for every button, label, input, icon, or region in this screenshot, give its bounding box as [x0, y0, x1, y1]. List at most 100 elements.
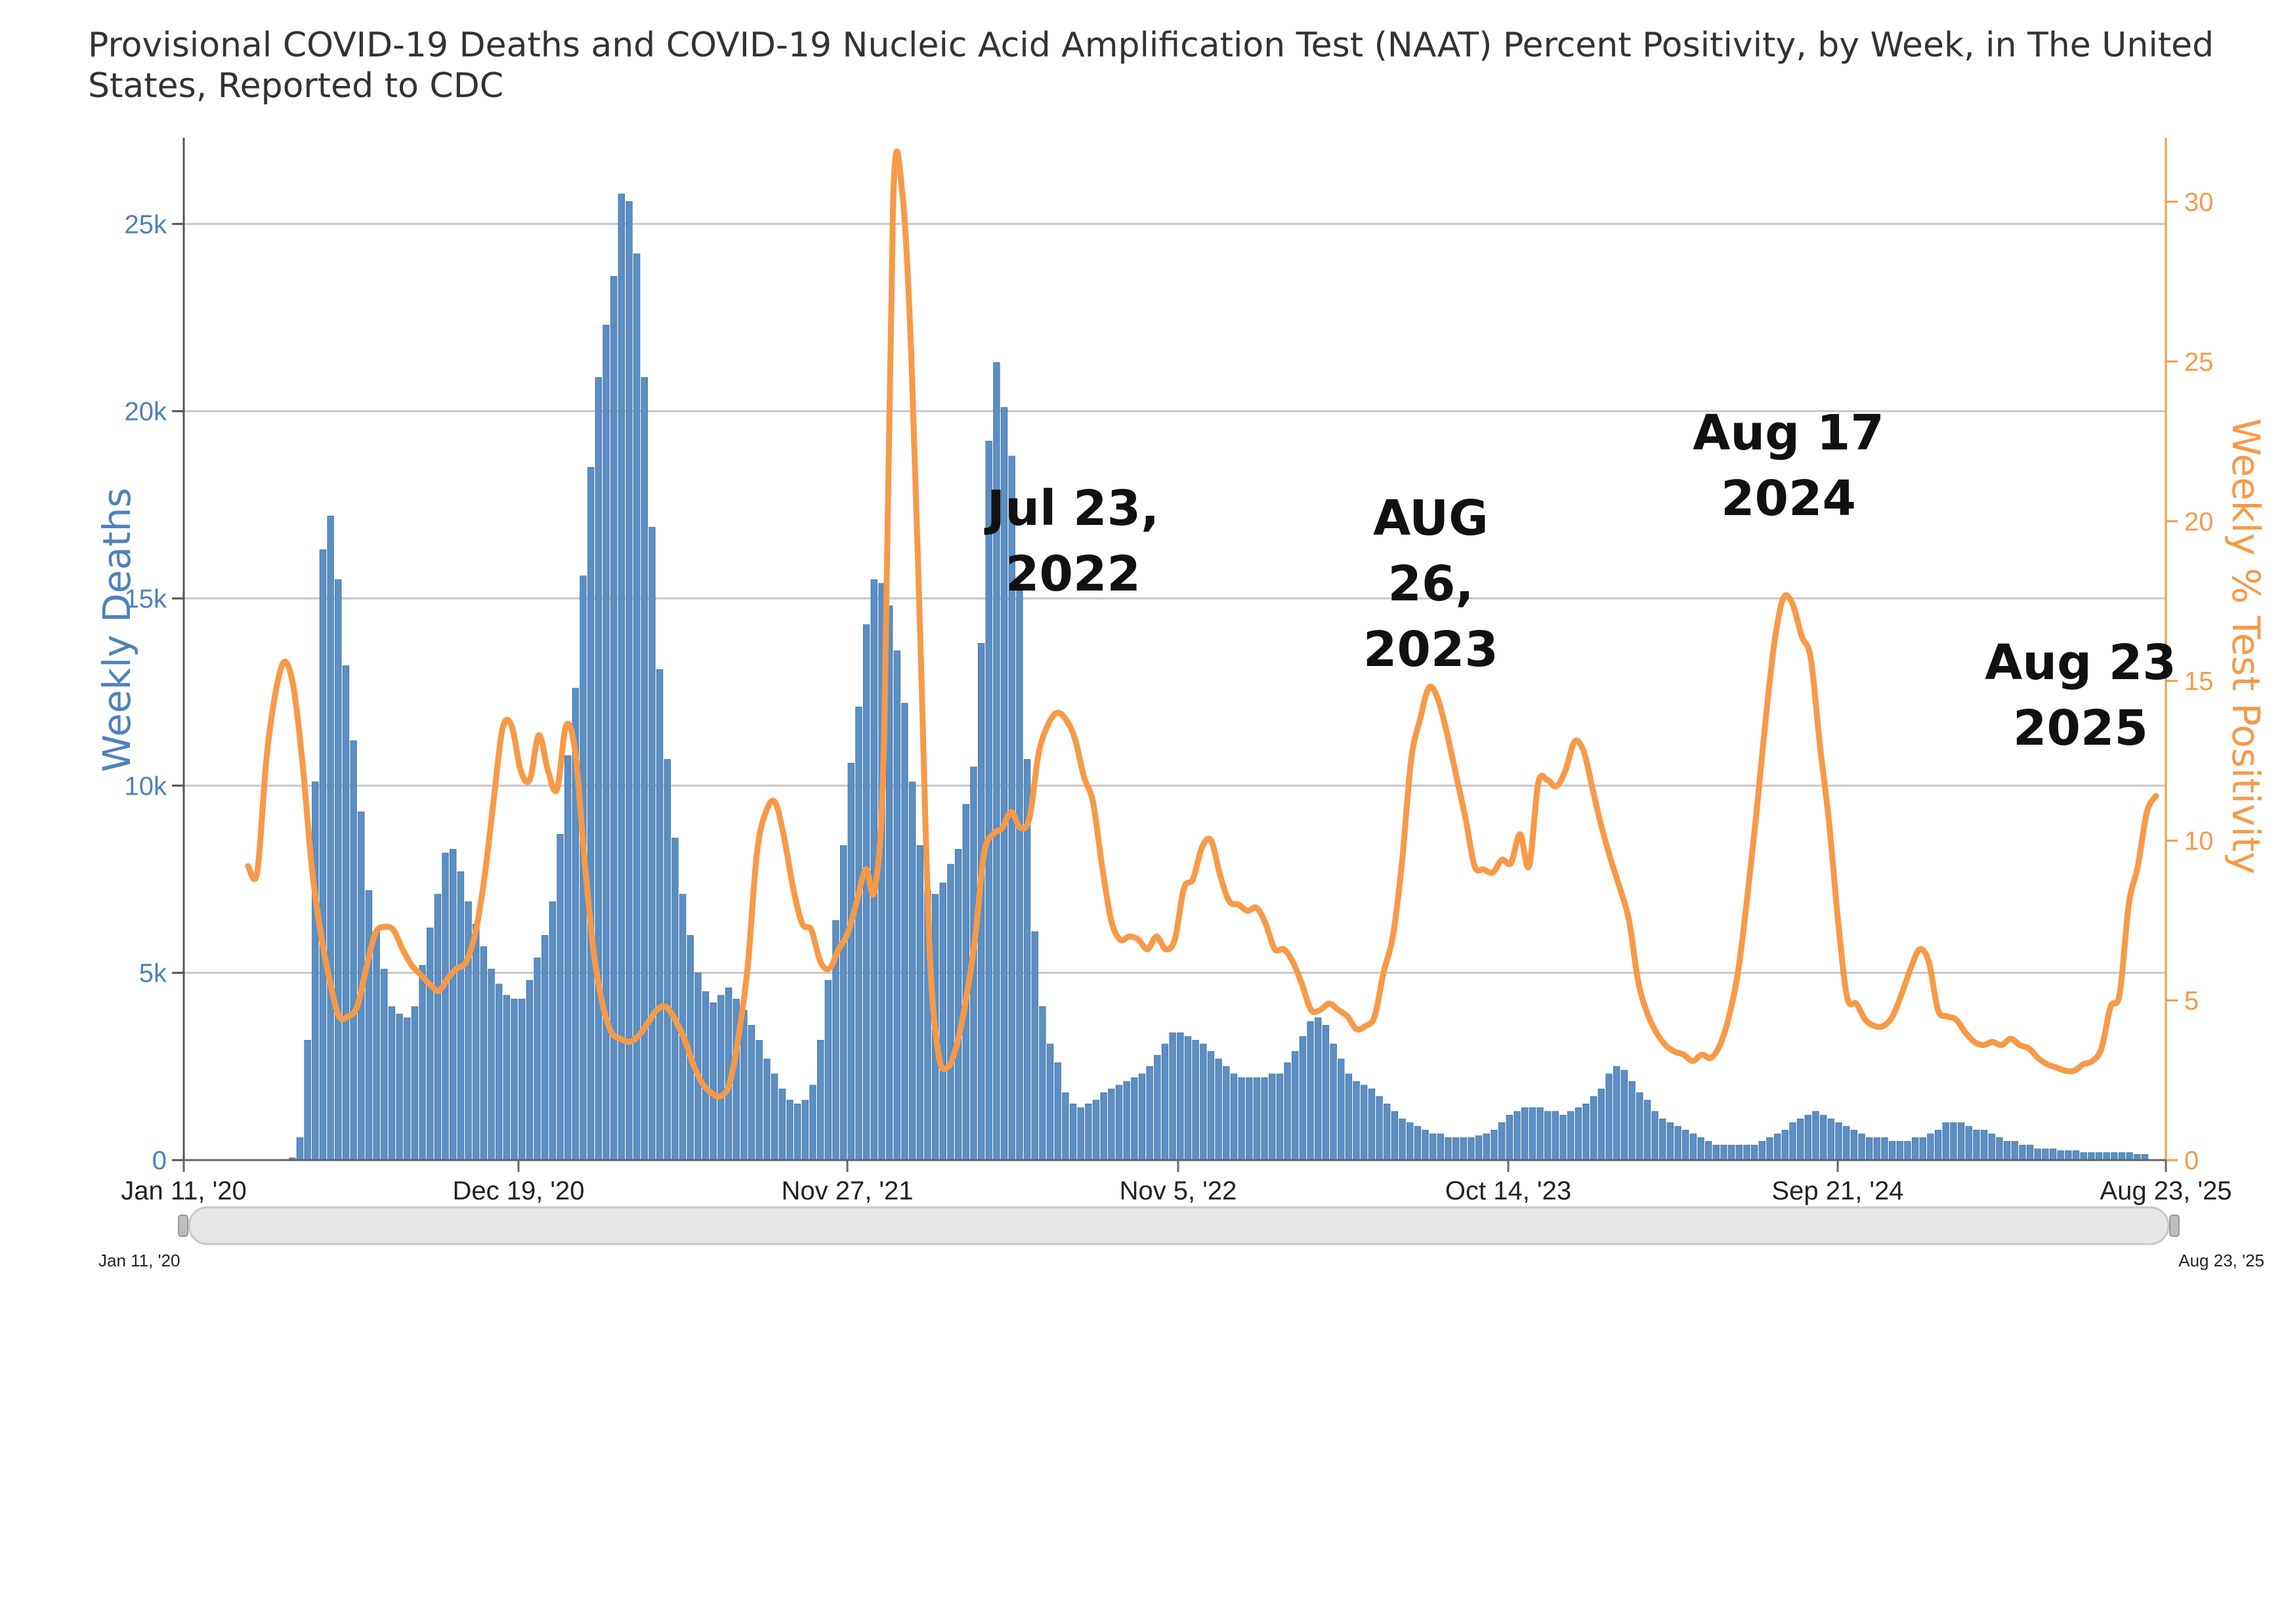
deaths-bar [1230, 1073, 1238, 1161]
deaths-bar [755, 1039, 763, 1161]
annotation-label: 2024 [1721, 470, 1856, 527]
deaths-bar [1575, 1107, 1582, 1161]
deaths-bar [1062, 1092, 1069, 1161]
deaths-bar [786, 1100, 793, 1161]
positivity-line [245, 148, 2159, 1100]
right-tick-label: 15 [2184, 667, 2214, 696]
deaths-bar [809, 1085, 816, 1161]
deaths-bar [1620, 1070, 1628, 1161]
deaths-bar [1399, 1118, 1406, 1161]
deaths-bar [2042, 1148, 2049, 1161]
x-axis-ticks: Jan 11, '20 Dec 19, '20 Nov 27, '21 Nov 5, … [121, 1160, 2232, 1205]
navigator-right-handle[interactable] [2169, 1215, 2180, 1237]
deaths-bar [480, 946, 488, 1161]
chart-title: Provisional COVID-19 Deaths and COVID-19… [88, 26, 2214, 106]
deaths-bar [2057, 1150, 2064, 1161]
deaths-bar [2034, 1148, 2041, 1161]
deaths-bar [587, 467, 595, 1161]
deaths-bar [1873, 1137, 1880, 1161]
deaths-bar [1161, 1043, 1169, 1161]
deaths-bar [1475, 1135, 1483, 1161]
deaths-bar [1299, 1036, 1307, 1161]
deaths-bar [365, 890, 373, 1161]
navigator-track[interactable] [188, 1206, 2170, 1245]
deaths-bar [1292, 1051, 1299, 1161]
deaths-bar [1108, 1089, 1115, 1161]
deaths-bar [1246, 1077, 1253, 1161]
x-tick-label: Oct 14, '23 [1445, 1176, 1571, 1205]
deaths-bar [1911, 1137, 1919, 1161]
deaths-bar [1750, 1144, 1758, 1161]
left-tick-label: 0 [152, 1146, 167, 1175]
deaths-bar [1429, 1133, 1437, 1161]
deaths-bar [335, 579, 342, 1161]
deaths-bar [2072, 1150, 2080, 1161]
deaths-bar [1422, 1129, 1429, 1161]
deaths-bar [1460, 1137, 1468, 1161]
right-tick-label: 20 [2184, 507, 2214, 536]
right-tick-label: 25 [2184, 348, 2214, 377]
deaths-bar [1934, 1129, 1942, 1161]
deaths-bar [1858, 1133, 1865, 1161]
deaths-bar [1361, 1085, 1368, 1161]
deaths-bar [419, 965, 426, 1161]
navigator-start-label: Jan 11, '20 [98, 1251, 180, 1270]
deaths-bar [1842, 1126, 1850, 1161]
deaths-bar [1315, 1017, 1322, 1161]
deaths-bar [1681, 1129, 1689, 1161]
deaths-bar [503, 995, 511, 1161]
deaths-bar [1544, 1111, 1552, 1161]
annotation-label: Aug 17 [1693, 405, 1884, 461]
deaths-bar [1498, 1122, 1506, 1161]
deaths-bar [1552, 1111, 1559, 1161]
x-tick-label: Dec 19, '20 [452, 1176, 584, 1205]
deaths-bar [1177, 1032, 1184, 1161]
deaths-bars [281, 194, 2149, 1161]
deaths-bar [947, 864, 954, 1161]
deaths-bar [450, 848, 457, 1161]
grid-lines [184, 222, 2166, 974]
deaths-bar [1950, 1122, 1957, 1161]
deaths-bar [954, 848, 962, 1161]
x-tick-label: Nov 5, '22 [1120, 1176, 1237, 1205]
deaths-bar [496, 984, 503, 1161]
left-tick-label: 5k [139, 959, 167, 988]
deaths-bar [618, 194, 625, 1161]
deaths-bar [939, 883, 946, 1161]
deaths-bar [1261, 1077, 1268, 1161]
deaths-bar [1628, 1081, 1636, 1161]
deaths-bar [373, 931, 380, 1161]
deaths-bar [1674, 1126, 1681, 1161]
deaths-bar [1904, 1141, 1911, 1161]
range-navigator[interactable]: Jan 11, '20 Aug 23, '25 [98, 1206, 2264, 1270]
deaths-bar [1827, 1118, 1834, 1161]
deaths-bar [1452, 1137, 1460, 1161]
deaths-bar [1659, 1118, 1666, 1161]
deaths-bar [457, 871, 465, 1161]
left-tick-label: 25k [125, 210, 167, 239]
deaths-bar [1069, 1104, 1077, 1161]
deaths-bar [1169, 1032, 1176, 1161]
deaths-bar [1643, 1100, 1651, 1161]
deaths-bar [1942, 1122, 1949, 1161]
left-tick-label: 15k [125, 585, 167, 614]
deaths-bar [557, 834, 564, 1161]
deaths-bar [1284, 1062, 1291, 1161]
deaths-bar [1582, 1104, 1590, 1161]
navigator-left-handle[interactable] [178, 1215, 188, 1237]
deaths-bar [1046, 1043, 1054, 1161]
deaths-bar [1766, 1137, 1773, 1161]
deaths-bar [312, 781, 319, 1161]
deaths-bar [709, 1002, 717, 1161]
deaths-bar [2019, 1144, 2026, 1161]
deaths-bar [1445, 1137, 1452, 1161]
deaths-bar [1559, 1115, 1567, 1161]
deaths-bar [2011, 1141, 2018, 1161]
deaths-bar [656, 669, 664, 1161]
deaths-bar [1115, 1085, 1123, 1161]
deaths-bar [664, 759, 671, 1161]
deaths-bar [1238, 1077, 1245, 1161]
deaths-bar [1085, 1104, 1092, 1161]
deaths-bar [549, 901, 557, 1161]
deaths-bar [1054, 1062, 1061, 1161]
